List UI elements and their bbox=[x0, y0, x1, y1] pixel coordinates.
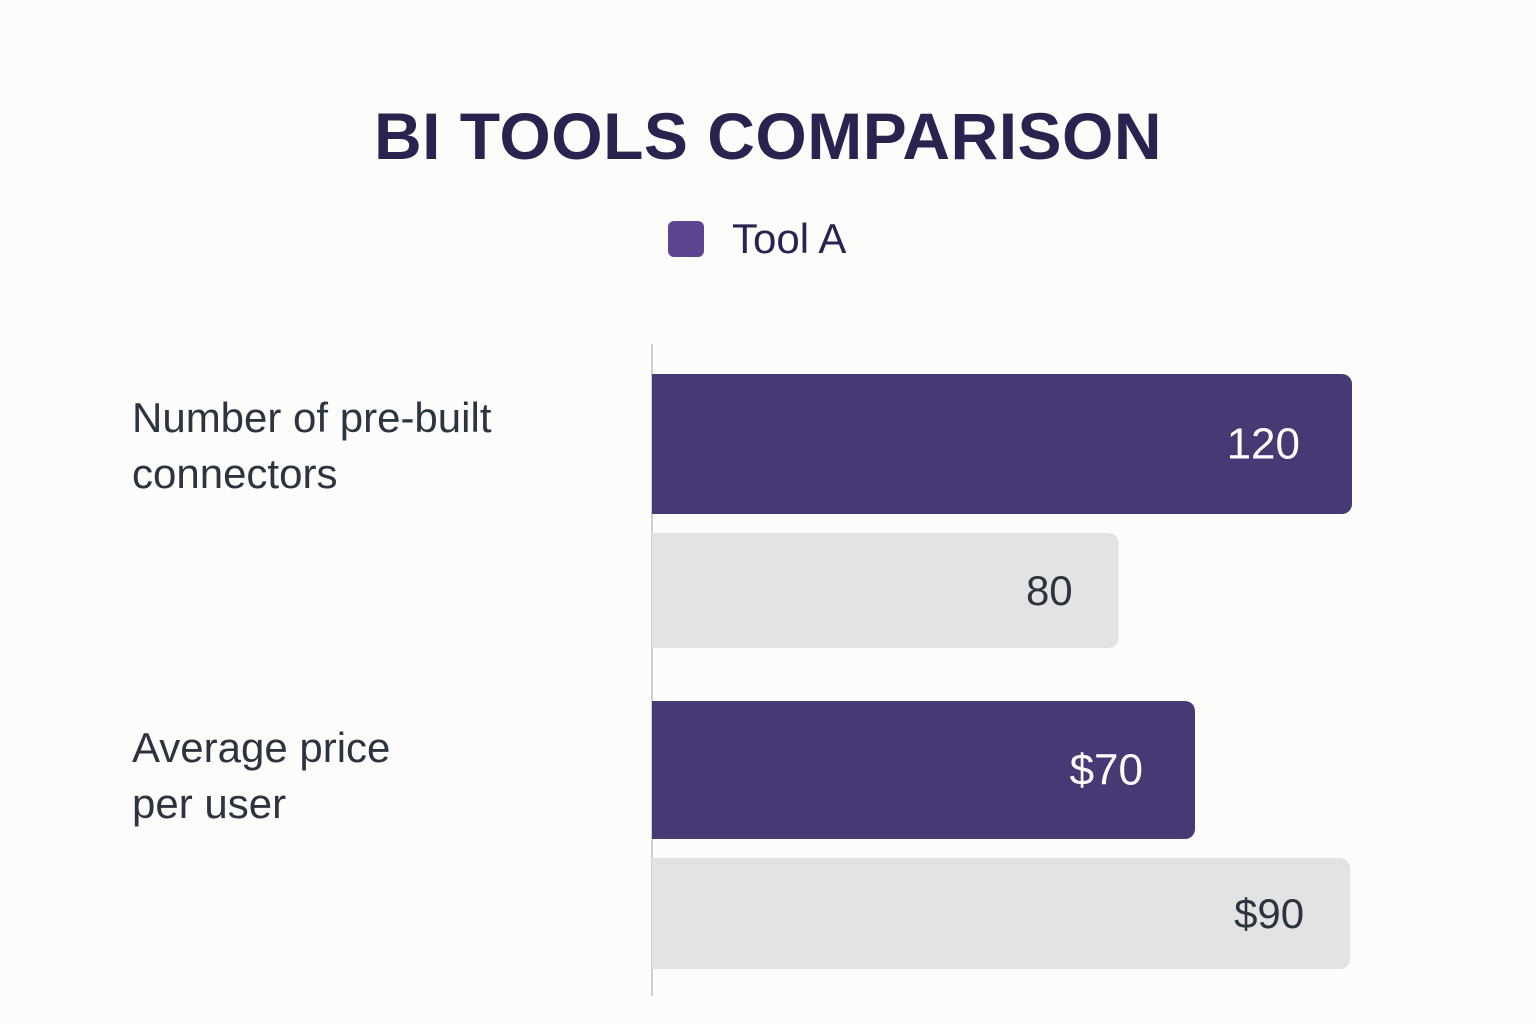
bar-left-edge-series0-cat1 bbox=[652, 701, 666, 839]
bar-left-edge-series1-cat0 bbox=[652, 533, 666, 648]
bar-left-edge-series0-cat0 bbox=[652, 374, 666, 514]
data-label-series0-cat0: 120 bbox=[1227, 420, 1300, 469]
bar-series0-cat1 bbox=[652, 701, 1195, 839]
category-label-price: Average price per user bbox=[132, 724, 391, 827]
data-label-series0-cat1: $70 bbox=[1070, 746, 1143, 795]
data-label-series1-cat1: $90 bbox=[1234, 890, 1304, 937]
bar-series1-cat1 bbox=[652, 858, 1351, 969]
chart-title: BI TOOLS COMPARISON bbox=[373, 99, 1163, 173]
legend: Tool A bbox=[668, 214, 846, 264]
data-label-series1-cat0: 80 bbox=[1026, 567, 1073, 614]
legend-label-tool-a: Tool A bbox=[732, 215, 847, 262]
bar-left-edge-series1-cat1 bbox=[652, 858, 666, 969]
legend-swatch-tool-a bbox=[668, 221, 704, 257]
bar-series1-cat0 bbox=[652, 533, 1119, 648]
category-label-connectors: Number of pre-built connectors bbox=[132, 394, 492, 497]
bar-series0-cat0 bbox=[652, 374, 1352, 514]
